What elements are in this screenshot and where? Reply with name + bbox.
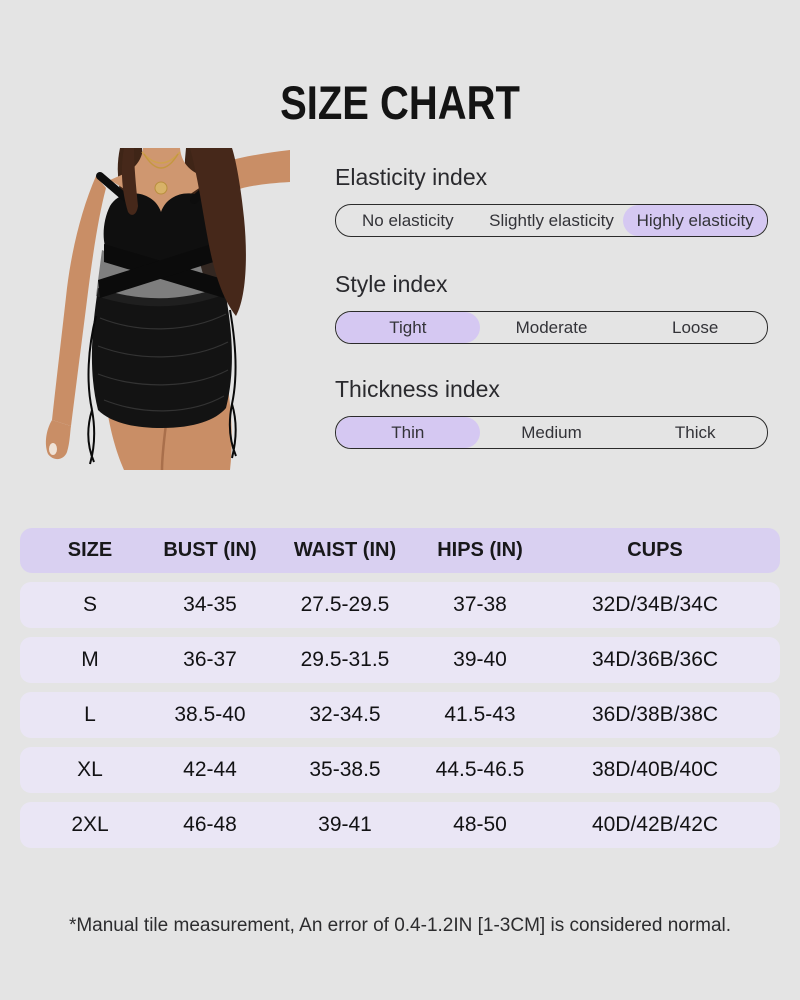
table-row-2xl: 2XL 46-48 39-41 48-50 40D/42B/42C: [20, 802, 780, 848]
table-row-m: M 36-37 29.5-31.5 39-40 34D/36B/36C: [20, 637, 780, 683]
option-medium: Medium: [521, 422, 582, 442]
thickness-index-label: Thickness index: [335, 376, 500, 402]
option-highly-elasticity: Highly elasticity: [623, 205, 767, 236]
elasticity-index-group: Elasticity index No elasticity Slightly …: [335, 164, 768, 237]
option-thick: Thick: [674, 422, 716, 442]
option-tight: Tight: [336, 312, 480, 343]
cell-bust: 38.5-40: [174, 703, 246, 726]
header-waist: WAIST (IN): [293, 539, 397, 561]
page-title-text: SIZE CHART: [280, 76, 520, 130]
cell-waist: 39-41: [318, 813, 372, 836]
cell-cups: 40D/42B/42C: [591, 813, 719, 836]
cell-size: S: [82, 593, 97, 616]
header-cups: CUPS: [627, 539, 683, 561]
cell-size: L: [84, 703, 96, 726]
thickness-index-bar: Thin Medium Thick: [335, 416, 768, 449]
cell-hips: 41.5-43: [444, 703, 516, 726]
style-index-bar: Tight Moderate Loose: [335, 311, 768, 344]
table-row-xl: XL 42-44 35-38.5 44.5-46.5 38D/40B/40C: [20, 747, 780, 793]
style-index-group: Style index Tight Moderate Loose: [335, 271, 768, 344]
cell-cups: 32D/34B/34C: [591, 593, 719, 616]
header-size: SIZE: [67, 539, 113, 561]
cell-bust: 42-44: [183, 758, 237, 781]
cell-hips: 37-38: [453, 593, 507, 616]
size-table-header: SIZE BUST (IN) WAIST (IN) HIPS (IN) CUPS: [20, 528, 780, 573]
size-table: SIZE BUST (IN) WAIST (IN) HIPS (IN) CUPS…: [20, 528, 780, 848]
cell-waist: 27.5-29.5: [300, 593, 390, 616]
option-no-elasticity: No elasticity: [362, 210, 454, 230]
option-slightly-elasticity: Slightly elasticity: [489, 210, 614, 230]
option-moderate: Moderate: [515, 317, 588, 337]
option-thin: Thin: [336, 417, 480, 448]
cell-size: XL: [77, 758, 103, 781]
cell-waist: 35-38.5: [309, 758, 381, 781]
cell-hips: 39-40: [453, 648, 507, 671]
cell-size: 2XL: [71, 813, 109, 836]
cell-cups: 38D/40B/40C: [591, 758, 719, 781]
cell-cups: 36D/38B/38C: [591, 703, 719, 726]
elasticity-index-label: Elasticity index: [335, 164, 488, 190]
cell-hips: 48-50: [453, 813, 507, 836]
cell-hips: 44.5-46.5: [435, 758, 525, 781]
header-hips: HIPS (IN): [437, 539, 523, 561]
style-index-label: Style index: [335, 271, 448, 297]
cell-size: M: [81, 648, 99, 671]
page-title: SIZE CHART: [0, 75, 800, 130]
option-loose: Loose: [672, 317, 719, 337]
cell-cups: 34D/36B/36C: [591, 648, 719, 671]
product-photo: [40, 148, 290, 471]
cell-bust: 36-37: [183, 648, 237, 671]
table-row-l: L 38.5-40 32-34.5 41.5-43 36D/38B/38C: [20, 692, 780, 738]
cell-bust: 46-48: [183, 813, 237, 836]
model-illustration: [45, 148, 290, 471]
cell-waist: 29.5-31.5: [300, 648, 390, 671]
thickness-index-group: Thickness index Thin Medium Thick: [335, 376, 768, 449]
table-row-s: S 34-35 27.5-29.5 37-38 32D/34B/34C: [20, 582, 780, 628]
header-bust: BUST (IN): [163, 539, 257, 561]
cell-bust: 34-35: [183, 593, 237, 616]
measurement-footnote: *Manual tile measurement, An error of 0.…: [68, 915, 732, 936]
elasticity-index-bar: No elasticity Slightly elasticity Highly…: [335, 204, 768, 237]
cell-waist: 32-34.5: [309, 703, 381, 726]
